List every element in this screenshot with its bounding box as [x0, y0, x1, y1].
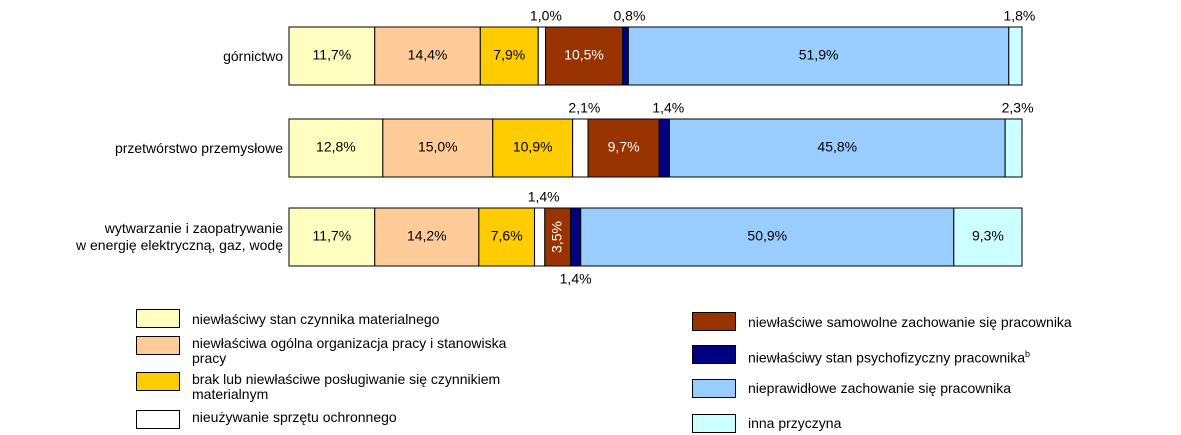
bar-segment — [668, 118, 1006, 178]
legend-name: niewłaściwy stan czynnika materialnego — [192, 311, 440, 327]
legend-label: niewłaściwe samowolne zachowanie się pra… — [748, 315, 1088, 330]
value-label: 11,7% — [313, 47, 352, 63]
value-label: 1,0% — [530, 8, 562, 24]
legend-swatch — [136, 336, 180, 355]
legend-swatch — [692, 414, 736, 433]
bar-segment — [374, 207, 480, 267]
legend-swatch — [136, 410, 180, 429]
value-label: 9,3% — [972, 228, 1004, 244]
legend-swatch — [692, 379, 736, 398]
category-label: górnictwo — [223, 47, 283, 64]
bar-segment — [580, 207, 955, 267]
bar-segment — [622, 26, 629, 86]
legend-swatch — [692, 312, 736, 331]
legend-label: nieprawidłowe zachowanie się pracownika — [748, 381, 1088, 396]
legend-name: nieużywanie sprzętu ochronnego — [192, 409, 397, 425]
value-label: 1,4% — [560, 271, 592, 287]
value-label: 2,3% — [1002, 100, 1034, 116]
bar-segment — [288, 26, 376, 86]
bar-segment — [953, 207, 1023, 267]
legend-name: inna przyczyna — [748, 415, 842, 431]
bar-segment — [479, 26, 539, 86]
legend-label: brak lub niewłaściwe posługiwanie się cz… — [192, 372, 532, 402]
bar-segment — [569, 207, 582, 267]
value-label: 14,4% — [408, 47, 448, 63]
bar-segment — [478, 207, 536, 267]
value-label: 1,4% — [528, 189, 560, 205]
bar-segment — [544, 207, 571, 267]
legend-note: b — [1025, 349, 1031, 359]
bar-segment — [1004, 118, 1023, 178]
bar-segment — [572, 118, 589, 178]
legend-name: brak lub niewłaściwe posługiwanie się cz… — [192, 371, 501, 402]
bar-segment — [537, 26, 547, 86]
bar-segment — [587, 118, 660, 178]
value-label: 2,1% — [568, 100, 600, 116]
legend-label: niewłaściwa ogólna organizacja pracy i s… — [192, 336, 532, 366]
value-label: 7,6% — [491, 228, 523, 244]
legend-label: inna przyczyna — [748, 416, 1088, 431]
value-label: 1,4% — [652, 100, 684, 116]
legend-label: niewłaściwy stan psychofizyczny pracowni… — [748, 347, 1088, 366]
legend-label: niewłaściwy stan czynnika materialnego — [192, 312, 532, 327]
legend-name: nieprawidłowe zachowanie się pracownika — [748, 380, 1012, 396]
legend-swatch — [136, 372, 180, 391]
value-label: 11,7% — [313, 228, 352, 244]
bar-segment — [627, 26, 1010, 86]
bar-segment — [492, 118, 574, 178]
value-label: 15,0% — [418, 139, 458, 155]
legend-swatch — [692, 345, 736, 364]
bar-segment — [658, 118, 670, 178]
value-label: 45,8% — [817, 139, 857, 155]
legend-label: nieużywanie sprzętu ochronnego — [192, 410, 532, 425]
bar-segment — [545, 26, 624, 86]
bar-segment — [534, 207, 546, 267]
bar-segment — [1008, 26, 1023, 86]
value-label: 7,9% — [493, 47, 525, 63]
value-label: 0,8% — [613, 8, 645, 24]
value-label: 51,9% — [799, 47, 839, 63]
value-label: 1,8% — [1003, 8, 1035, 24]
legend-name: niewłaściwa ogólna organizacja pracy i s… — [192, 335, 507, 366]
value-label: 14,2% — [407, 228, 447, 244]
bar-segment — [288, 118, 384, 178]
value-label: 12,8% — [316, 139, 356, 155]
category-label: przetwórstwo przemysłowe — [114, 139, 283, 156]
legend-name: niewłaściwe samowolne zachowanie się pra… — [748, 314, 1072, 330]
value-label: 50,9% — [747, 228, 787, 244]
bar-segment — [382, 118, 494, 178]
value-label: 9,7% — [608, 139, 640, 155]
value-label: 10,5% — [564, 47, 604, 63]
legend-swatch — [136, 309, 180, 328]
value-label: 10,9% — [513, 139, 553, 155]
bar-segment — [374, 26, 481, 86]
legend-name: niewłaściwy stan psychofizyczny pracowni… — [748, 349, 1025, 366]
value-label: 3,5% — [548, 221, 564, 253]
category-label: wytwarzanie i zaopatrywanie w energię el… — [76, 220, 283, 253]
